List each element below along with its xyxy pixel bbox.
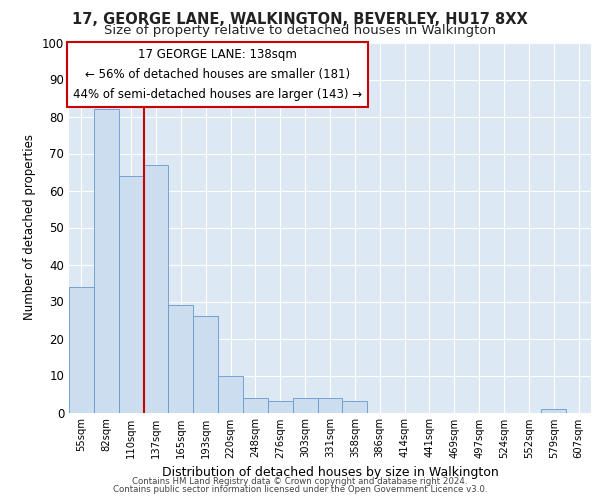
Bar — [119, 176, 143, 412]
X-axis label: Distribution of detached houses by size in Walkington: Distribution of detached houses by size … — [161, 466, 499, 479]
Bar — [343, 402, 367, 412]
Bar — [268, 402, 293, 412]
Bar — [143, 164, 169, 412]
Text: 17, GEORGE LANE, WALKINGTON, BEVERLEY, HU17 8XX: 17, GEORGE LANE, WALKINGTON, BEVERLEY, H… — [72, 12, 528, 28]
Bar — [317, 398, 343, 412]
Bar — [169, 305, 193, 412]
Bar — [243, 398, 268, 412]
Text: 17 GEORGE LANE: 138sqm
← 56% of detached houses are smaller (181)
44% of semi-de: 17 GEORGE LANE: 138sqm ← 56% of detached… — [73, 48, 362, 101]
Text: Contains HM Land Registry data © Crown copyright and database right 2024.: Contains HM Land Registry data © Crown c… — [132, 477, 468, 486]
Bar — [69, 286, 94, 412]
Y-axis label: Number of detached properties: Number of detached properties — [23, 134, 37, 320]
Bar — [541, 409, 566, 412]
Bar — [293, 398, 317, 412]
Bar — [94, 109, 119, 412]
Text: Contains public sector information licensed under the Open Government Licence v3: Contains public sector information licen… — [113, 485, 487, 494]
Text: Size of property relative to detached houses in Walkington: Size of property relative to detached ho… — [104, 24, 496, 37]
Bar — [218, 376, 243, 412]
Bar — [193, 316, 218, 412]
